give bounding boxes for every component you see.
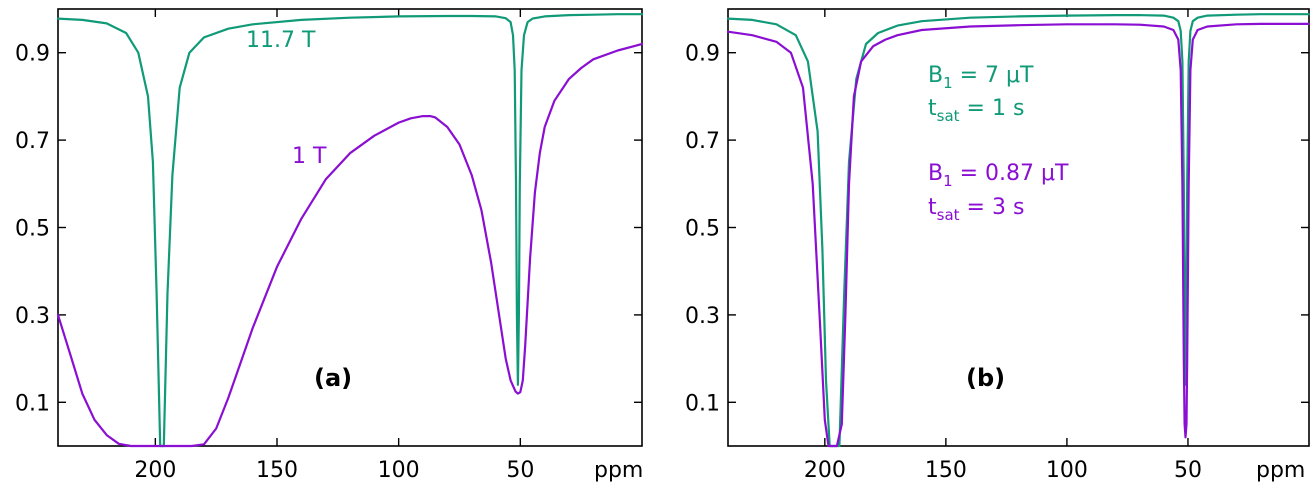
y-tick-label-1: 0.7 [685,129,720,154]
panel-a-x-unit: ppm [594,458,643,483]
annotation-green-line-2: tsat = 1 s [928,96,1024,125]
x-tick-label-0: 200 [804,458,846,483]
annotation-purple-line-2: tsat = 3 s [928,195,1024,224]
y-tick-label-4: 0.1 [15,391,50,416]
y-tick-label-2: 0.5 [685,217,720,242]
y-tick-label-2: 0.5 [15,217,50,242]
x-tick-label-2: 100 [378,458,420,483]
x-tick-label-3: 50 [506,458,534,483]
panel-a-label: (a) [314,364,352,392]
annotation-purple-line-1: B1 = 0.87 μT [928,161,1069,190]
panel-b-x-unit: ppm [1256,458,1305,483]
panel-b: 0.9 0.7 0.5 0.3 0.1 200 150 100 50 B1 = 7 μT tsa… [685,8,1311,483]
panel-a-series-label-green: 11.7 T [246,28,316,53]
series-line-purple [56,42,644,448]
panel-a: 0.9 0.7 0.5 0.3 0.1 200 150 100 50 11.7 T 1 T (a… [15,8,644,483]
series-line-green [726,13,1311,448]
x-tick-label-0: 200 [134,458,176,483]
panel-b-ticks: 0.9 0.7 0.5 0.3 0.1 200 150 100 50 [685,9,1309,483]
y-tick-label-3: 0.3 [685,304,720,329]
y-tick-label-1: 0.7 [15,129,50,154]
annotation-purple: B1 = 0.87 μT tsat = 3 s [928,161,1069,224]
x-tick-label-3: 50 [1174,458,1202,483]
y-tick-label-0: 0.9 [15,42,50,67]
panel-a-ticks: 0.9 0.7 0.5 0.3 0.1 200 150 100 50 [15,9,642,483]
panel-a-series [56,13,644,448]
x-tick-label-1: 150 [925,458,967,483]
annotation-green: B1 = 7 μT tsat = 1 s [928,63,1034,125]
x-tick-label-1: 150 [256,458,298,483]
y-tick-label-4: 0.1 [685,391,720,416]
series-line-purple [726,22,1311,448]
series-line-green [56,13,644,448]
y-tick-label-3: 0.3 [15,304,50,329]
annotation-green-line-1: B1 = 7 μT [928,63,1034,92]
y-tick-label-0: 0.9 [685,42,720,67]
panel-a-series-label-purple: 1 T [292,144,327,169]
panel-b-series [726,13,1311,448]
x-tick-label-2: 100 [1046,458,1088,483]
panel-b-label: (b) [966,364,1005,392]
